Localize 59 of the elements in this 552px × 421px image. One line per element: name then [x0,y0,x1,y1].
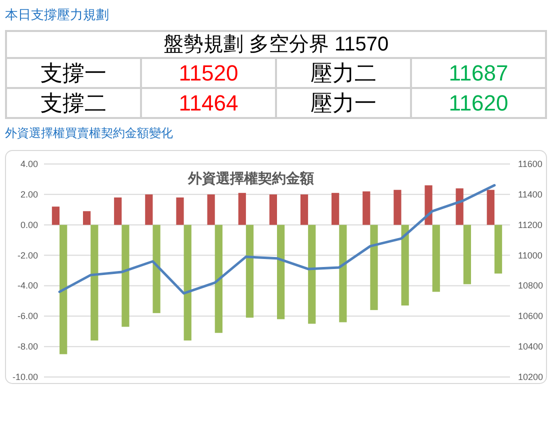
y2-tick-label: 11400 [518,189,542,200]
text: 11464 [178,90,238,116]
y-tick-label: -6.00 [17,311,38,322]
bar [176,197,184,225]
bar [332,192,340,225]
bar [394,190,402,225]
bar [122,224,130,327]
y-tick-label: -4.00 [17,280,38,291]
bar [486,190,494,225]
text: 壓力二 [310,60,376,86]
text: 壓力一 [310,90,376,116]
y-tick-label: -10.00 [12,372,38,382]
chart-title: 外資選擇權買賣權契約金額變化 [5,126,173,140]
bar [362,191,370,225]
chart-subtitle: 外資選擇權契約金額 [187,170,314,186]
y2-tick-label: 11600 [518,159,542,169]
text: 11520 [178,60,238,86]
text: 支撐一 [40,60,106,86]
text: 盤勢規劃 多空分界 11570 [163,34,389,56]
bar [300,194,308,225]
bar [60,224,68,354]
y2-tick-label: 10800 [518,280,544,291]
y-tick-label: 2.00 [20,189,38,200]
bar [152,224,160,314]
bar [494,224,502,274]
bar [82,211,91,225]
bar [114,197,122,225]
text: 11620 [448,90,508,116]
bar [339,224,347,322]
text: 支撐二 [40,90,106,116]
bar [52,206,60,225]
y2-tick-label: 10600 [518,311,544,322]
bar [432,224,440,292]
bar [269,194,277,225]
bar [207,194,215,225]
bar [246,224,254,318]
y-tick-label: -8.00 [17,342,38,352]
bar [370,224,378,310]
bar [424,185,432,225]
text: 本日支撐壓力規劃 [5,7,109,22]
y2-tick-label: 11000 [518,250,542,260]
bar [238,192,246,225]
y2-tick-label: 11200 [518,220,542,230]
bar [90,224,98,340]
text: 11687 [448,60,508,86]
y-tick-label: 0.00 [20,220,38,230]
bar [214,224,222,333]
y2-tick-label: 10200 [518,372,544,382]
y-tick-label: 4.00 [20,159,38,169]
bar [456,188,464,225]
y-tick-label: -2.00 [17,250,38,260]
bar [308,224,316,324]
bar [401,224,409,306]
bar [463,224,472,284]
line-series [58,184,496,295]
bar [277,224,285,320]
y2-tick-label: 10400 [518,342,544,352]
bar [184,224,192,340]
bar [145,194,153,225]
